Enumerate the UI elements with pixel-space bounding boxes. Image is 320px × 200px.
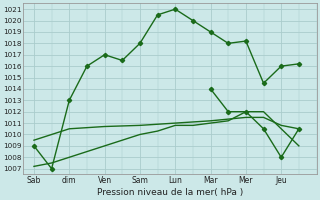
X-axis label: Pression niveau de la mer( hPa ): Pression niveau de la mer( hPa ) xyxy=(97,188,243,197)
